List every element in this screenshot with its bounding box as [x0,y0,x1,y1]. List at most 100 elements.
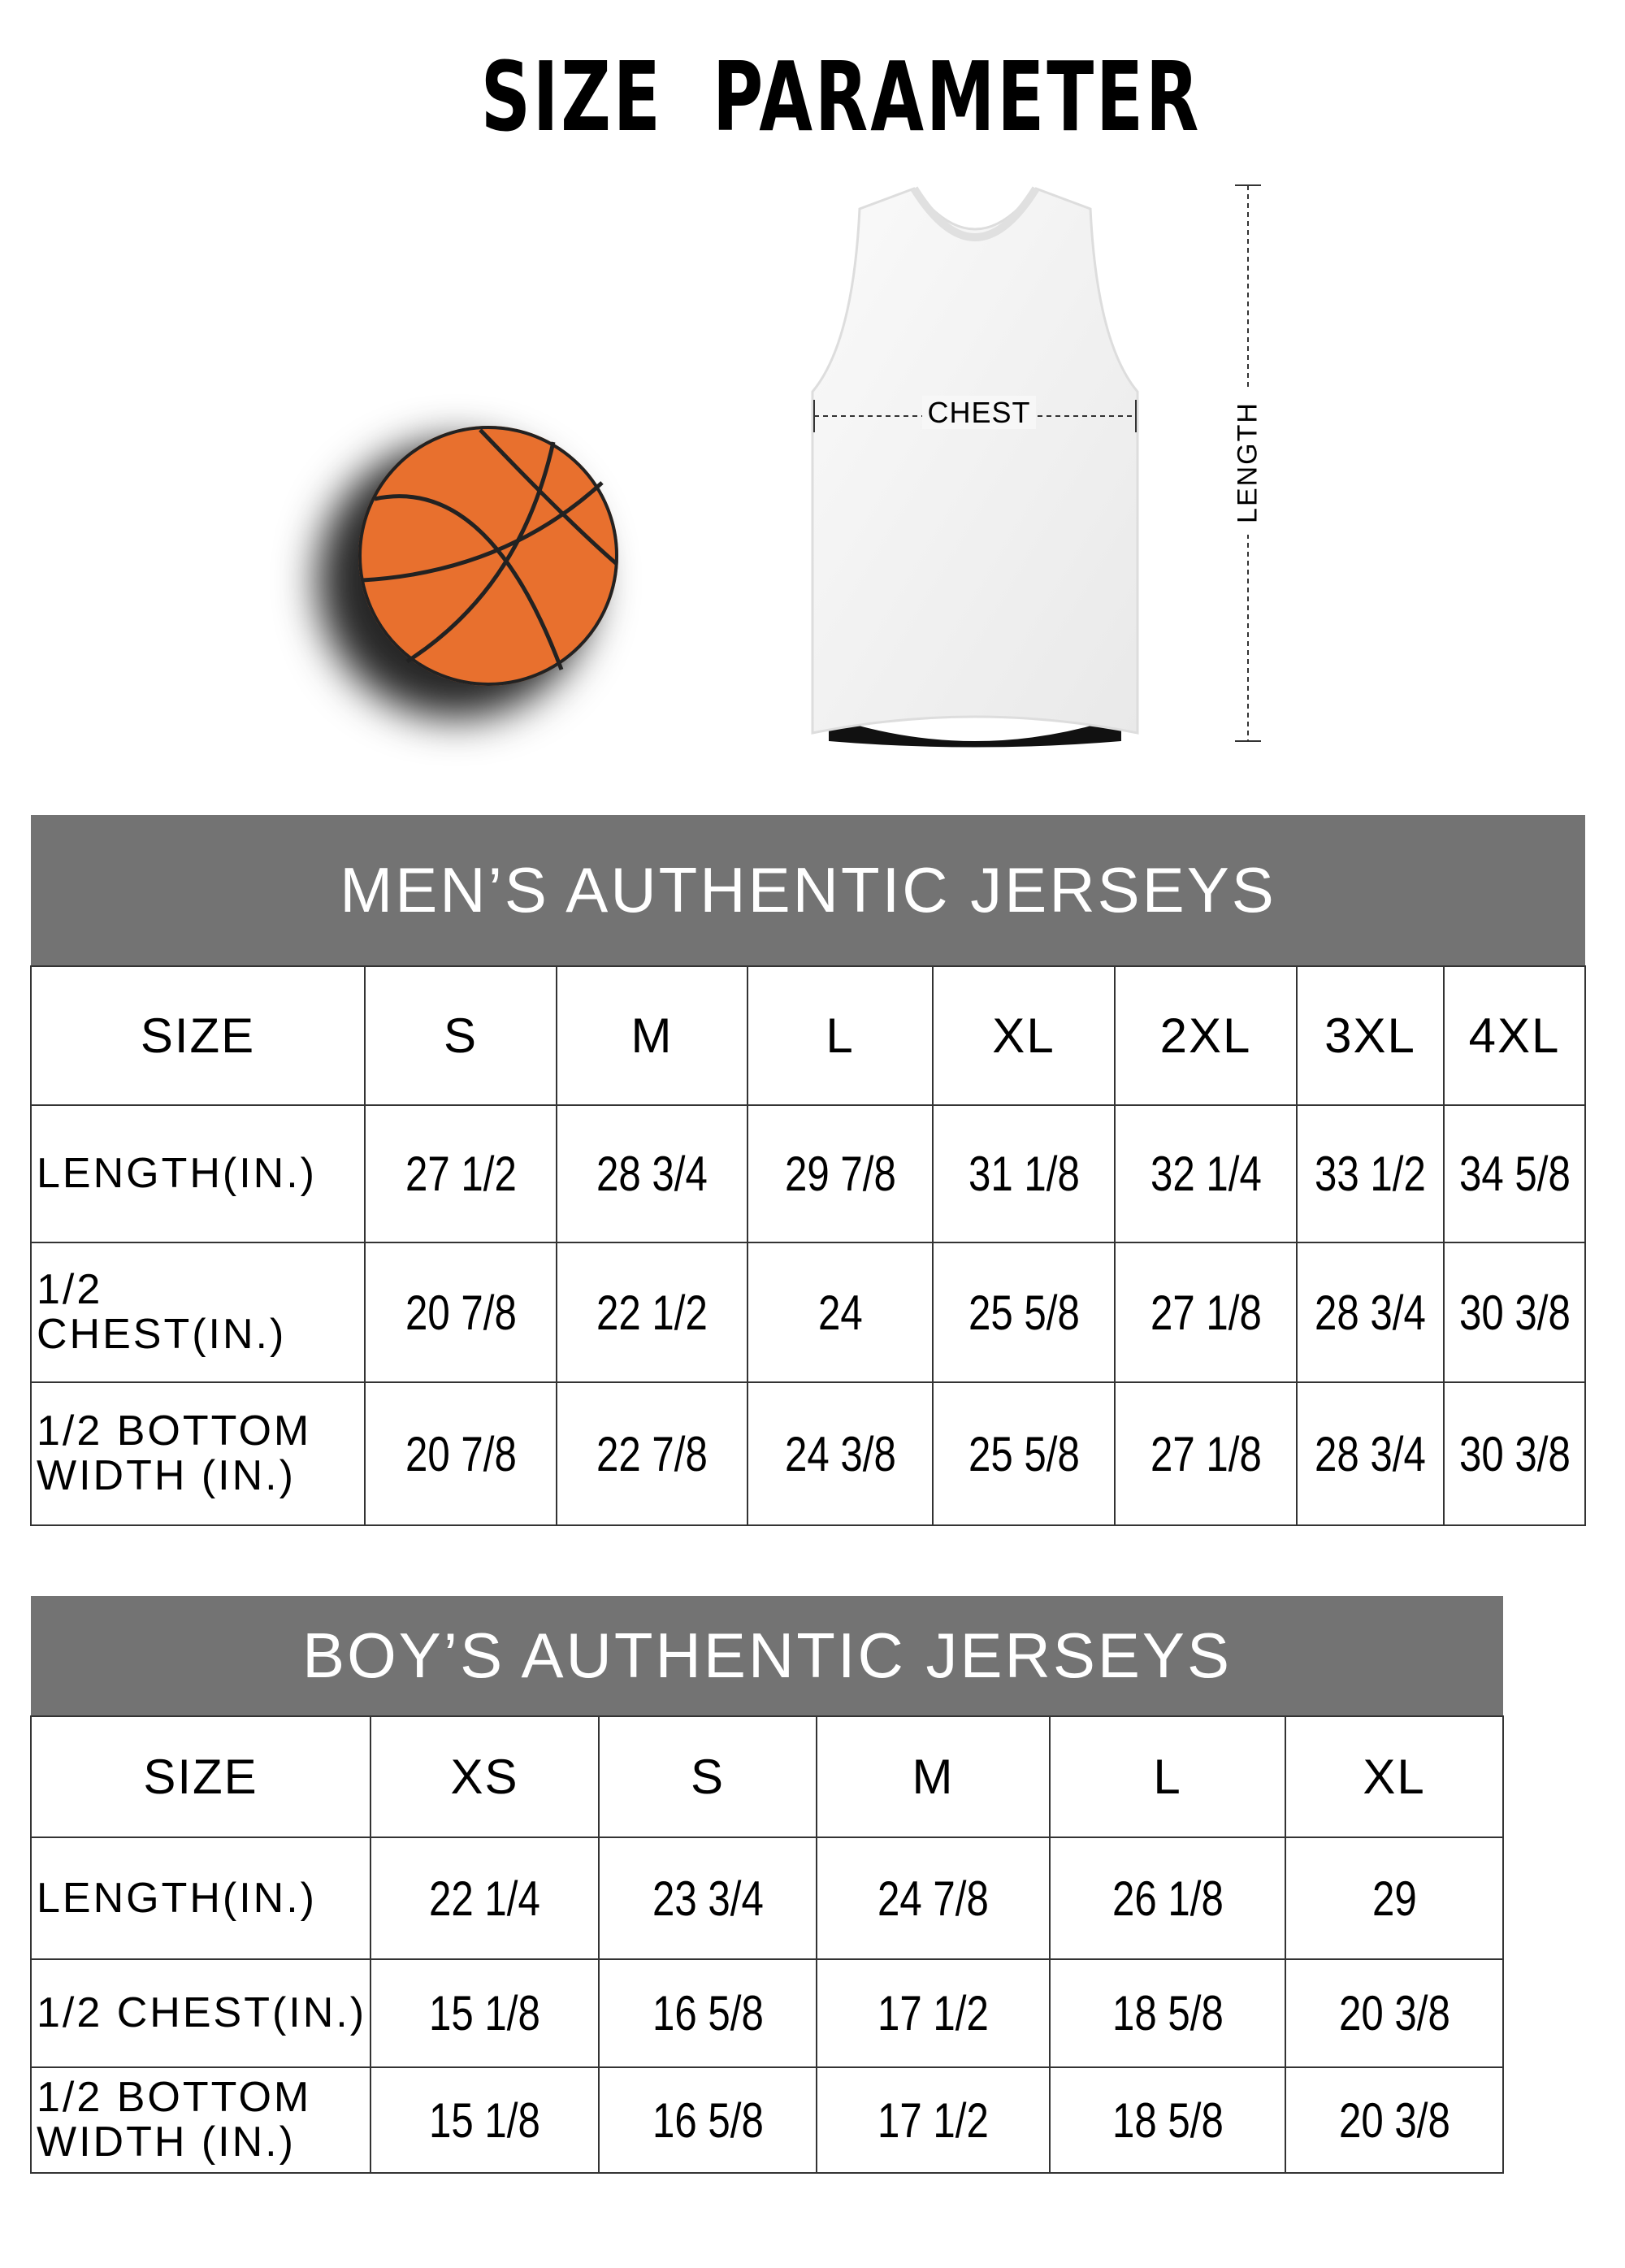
table-cell: 25 5/8 [932,1242,1116,1383]
table-cell: 15 1/8 [370,2066,600,2174]
table-cell-text: 15 1/8 [429,1986,540,2040]
size-header-row: SIZE XS S M L XL [30,1715,1505,1838]
table-cell-text: 27 1/2 [405,1147,517,1201]
size-column-label-text: SIZE [143,1750,258,1804]
table-cell-text: 22 1/4 [429,1871,540,1926]
size-header-cell: M [816,1715,1051,1838]
size-header-cell-text: L [1153,1750,1182,1804]
table-cell-text: 16 5/8 [652,1986,764,2040]
table-cell-text: 17 1/2 [878,2092,989,2148]
size-header-cell: 4XL [1442,965,1587,1106]
size-header-cell-text: 3XL [1324,1008,1416,1063]
mens-table-title: MEN’S AUTHENTIC JERSEYS [31,815,1586,966]
table-cell: 16 5/8 [598,1958,817,2068]
table-cell: 22 7/8 [556,1381,748,1526]
table-cell-text: 23 3/4 [652,1871,764,1926]
table-cell-text: 29 [1372,1871,1417,1926]
boys-size-table: BOY’S AUTHENTIC JERSEYS SIZE XS S M L XL LENGTH… [30,1596,1505,2174]
table-row: 1/2 BOTTOM WIDTH (IN.) 15 1/8 16 5/8 17 1/2… [30,2066,1505,2174]
size-header-cell: XS [370,1715,600,1838]
size-header-cell-text: 2XL [1159,1008,1252,1063]
table-cell: 24 [747,1242,934,1383]
table-row: LENGTH(IN.) 27 1/2 28 3/4 29 7/8 31 1/8 32 1/… [30,1104,1587,1243]
table-cell: 15 1/8 [370,1958,600,2068]
row-label: 1/2 CHEST(IN.) [30,1958,371,2068]
boys-table-header: BOY’S AUTHENTIC JERSEYS [31,1596,1504,1716]
table-cell: 34 5/8 [1442,1104,1587,1243]
table-cell-text: 28 3/4 [596,1147,708,1201]
table-cell-text: 24 7/8 [878,1871,989,1926]
size-header-cell-text: 4XL [1468,1008,1561,1063]
table-row: 1/2 BOTTOM WIDTH (IN.) 20 7/8 22 7/8 24 3/8… [30,1381,1587,1526]
size-header-cell: XL [932,965,1116,1106]
size-column-label: SIZE [30,1715,371,1838]
table-cell-text: 28 3/4 [1315,1426,1426,1481]
table-cell: 16 5/8 [598,2066,817,2174]
row-label-text: LENGTH(IN.) [37,1150,317,1198]
basketball-lines-icon [358,426,618,686]
table-cell: 20 7/8 [364,1381,557,1526]
table-cell: 28 3/4 [556,1104,748,1243]
table-cell: 17 1/2 [816,1958,1051,2068]
table-cell-text: 31 1/8 [968,1147,1080,1201]
row-label: 1/2 CHEST(IN.) [30,1242,366,1383]
jersey-image [811,186,1139,748]
table-cell-text: 28 3/4 [1315,1285,1426,1340]
size-column-label: SIZE [30,965,366,1106]
table-cell-text: 30 3/8 [1458,1426,1571,1481]
table-cell: 28 3/4 [1296,1381,1445,1526]
table-cell-text: 34 5/8 [1458,1147,1571,1201]
table-cell-text: 22 1/2 [596,1285,708,1340]
chest-label-text: CHEST [922,396,1036,429]
table-cell: 24 7/8 [816,1837,1051,1960]
table-cell-text: 25 5/8 [968,1285,1080,1340]
table-cell: 30 3/8 [1442,1381,1587,1526]
size-header-cell: L [747,965,934,1106]
table-cell-text: 20 3/8 [1338,1986,1450,2040]
page-title: SIZE PARAMETER [480,41,1202,153]
table-cell-text: 20 3/8 [1338,2092,1450,2148]
size-header-cell-text: L [826,1008,855,1063]
size-header-cell: 3XL [1296,965,1445,1106]
row-label: 1/2 BOTTOM WIDTH (IN.) [30,1381,366,1526]
size-header-cell-text: XL [1363,1750,1426,1804]
table-cell: 26 1/8 [1049,1837,1286,1960]
table-cell-text: 26 1/8 [1112,1871,1224,1926]
row-label: LENGTH(IN.) [30,1104,366,1243]
size-header-cell-text: M [630,1008,674,1063]
table-cell-text: 16 5/8 [652,2092,764,2148]
mens-size-table: MEN’S AUTHENTIC JERSEYS SIZE S M L XL 2XL 3XL 4X… [30,815,1587,1526]
table-cell: 22 1/4 [370,1837,600,1960]
table-cell: 22 1/2 [556,1242,748,1383]
table-cell-text: 32 1/4 [1150,1147,1262,1201]
table-row: 1/2 CHEST(IN.) 20 7/8 22 1/2 24 25 5/8 27 1/8… [30,1242,1587,1383]
table-cell-text: 25 5/8 [968,1426,1080,1481]
table-cell-text: 27 1/8 [1150,1285,1262,1340]
table-cell: 25 5/8 [932,1381,1116,1526]
length-label: LENGTH [1232,390,1264,535]
table-cell-text: 30 3/8 [1458,1285,1571,1340]
table-cell: 20 3/8 [1284,1958,1505,2068]
size-header-cell-text: XS [450,1750,519,1804]
table-row: 1/2 CHEST(IN.) 15 1/8 16 5/8 17 1/2 18 5/8 20… [30,1958,1505,2068]
table-cell: 27 1/2 [364,1104,557,1243]
size-header-cell: M [556,965,748,1106]
table-cell: 27 1/8 [1114,1242,1298,1383]
table-cell: 20 3/8 [1284,2066,1505,2174]
size-header-cell: 2XL [1114,965,1298,1106]
row-label-text: 1/2 CHEST(IN.) [37,1989,367,2037]
row-label: 1/2 BOTTOM WIDTH (IN.) [30,2066,371,2174]
table-cell-text: 17 1/2 [878,1986,989,2040]
table-cell: 27 1/8 [1114,1381,1298,1526]
size-header-row: SIZE S M L XL 2XL 3XL 4XL [30,965,1587,1106]
row-label-text: LENGTH(IN.) [37,1874,317,1922]
table-cell-text: 33 1/2 [1315,1147,1426,1201]
table-cell: 33 1/2 [1296,1104,1445,1243]
table-cell: 30 3/8 [1442,1242,1587,1383]
size-header-cell: S [598,1715,817,1838]
table-cell-text: 22 7/8 [596,1426,708,1481]
row-label-text: 1/2 BOTTOM WIDTH (IN.) [37,2074,312,2166]
table-cell-text: 29 7/8 [784,1147,896,1201]
size-header-cell: S [364,965,557,1106]
table-cell: 24 3/8 [747,1381,934,1526]
